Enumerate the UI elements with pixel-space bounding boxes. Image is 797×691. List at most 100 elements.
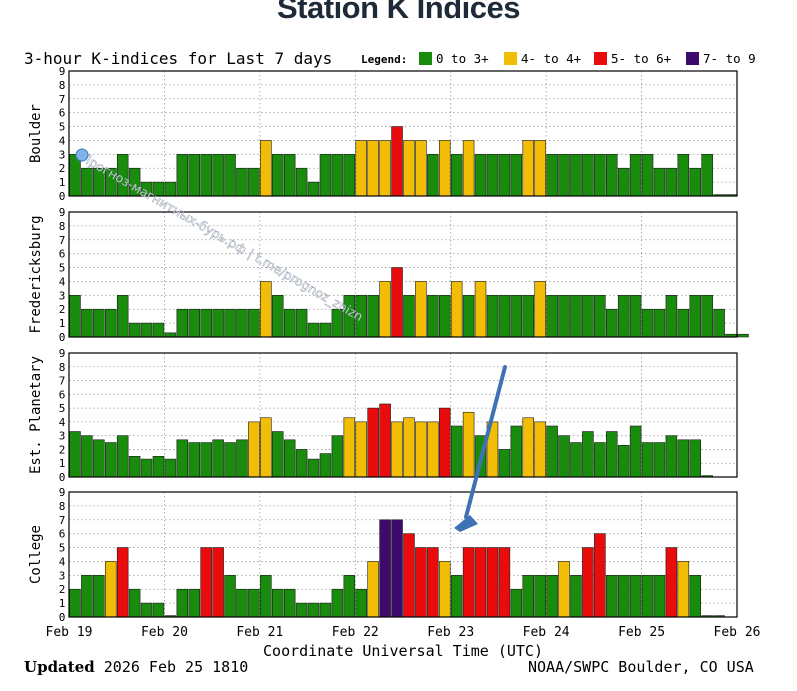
bar	[617, 167, 630, 197]
bar	[450, 154, 463, 197]
bar	[534, 421, 546, 478]
bar	[391, 421, 403, 478]
bar	[176, 308, 189, 338]
y-tick-label: 1	[59, 317, 66, 330]
bar	[283, 439, 296, 478]
bar	[498, 547, 511, 618]
bar	[69, 295, 81, 338]
bar	[486, 295, 499, 338]
page-title: Station K Indices	[277, 0, 520, 25]
y-tick-label: 4	[59, 134, 66, 147]
bar	[427, 547, 439, 618]
bar	[355, 421, 368, 478]
y-tick-label: 6	[59, 528, 66, 541]
bar	[450, 425, 463, 478]
bar	[331, 435, 344, 478]
y-tick-label: 5	[59, 542, 66, 555]
bar	[689, 575, 702, 618]
bar	[582, 431, 594, 478]
bar	[629, 575, 642, 618]
bar	[594, 295, 606, 338]
y-tick-label: 9	[59, 347, 66, 360]
bar	[164, 332, 177, 338]
updated-stamp: Updated 2026 Feb 25 1810	[24, 658, 248, 676]
bar	[81, 167, 93, 197]
y-tick-label: 0	[59, 190, 66, 203]
bar	[629, 154, 642, 197]
bar	[522, 295, 535, 338]
bar	[641, 575, 654, 618]
y-tick-label: 6	[59, 248, 66, 261]
bar	[116, 547, 129, 618]
bar	[176, 439, 189, 478]
bar	[331, 154, 344, 197]
y-tick-label: 2	[59, 443, 66, 456]
bar	[81, 308, 93, 338]
bar	[152, 322, 165, 338]
legend-label: Legend:	[361, 53, 407, 66]
bar	[81, 435, 93, 478]
bar	[295, 167, 308, 197]
bar	[605, 431, 618, 478]
bar	[427, 421, 439, 478]
y-tick-label: 7	[59, 514, 66, 527]
y-tick-label: 2	[59, 162, 66, 175]
bar	[200, 308, 212, 338]
bar	[283, 154, 296, 197]
legend-text-1: 4- to 4+	[521, 51, 581, 66]
bar	[546, 575, 558, 618]
bar	[140, 322, 153, 338]
panel-label-3: College	[28, 525, 44, 584]
bar	[391, 267, 403, 338]
y-tick-label: 5	[59, 402, 66, 415]
bar	[546, 425, 558, 478]
bar	[677, 561, 690, 618]
bar	[498, 449, 511, 478]
legend-swatch-3	[686, 52, 699, 65]
bar	[200, 547, 212, 618]
bar	[93, 575, 105, 618]
x-tick-label: Feb 22	[332, 625, 379, 640]
annotation-arrow-head	[454, 515, 478, 532]
bar	[200, 442, 212, 478]
bar	[415, 140, 427, 197]
bar	[594, 533, 606, 618]
panel-frame-2	[68, 352, 738, 478]
bar	[558, 295, 570, 338]
y-tick-label: 1	[59, 597, 66, 610]
bar	[152, 456, 165, 478]
y-tick-label: 7	[59, 93, 66, 106]
bar	[152, 602, 165, 618]
bar	[69, 588, 81, 618]
bar	[104, 308, 117, 338]
bar	[403, 140, 415, 197]
y-tick-label: 8	[59, 361, 66, 374]
bar	[689, 167, 702, 197]
bar	[355, 588, 368, 618]
panel-label-1: Fredericksburg	[28, 215, 44, 333]
y-tick-label: 1	[59, 176, 66, 189]
legend-text-0: 0 to 3+	[436, 51, 489, 66]
bar	[343, 575, 356, 618]
bar	[128, 322, 141, 338]
bar	[665, 547, 678, 618]
y-tick-label: 7	[59, 375, 66, 388]
bar	[224, 154, 236, 197]
updated-value: 2026 Feb 25 1810	[103, 658, 249, 676]
y-tick-label: 3	[59, 569, 66, 582]
panel-frame-0	[68, 70, 738, 197]
bar	[367, 295, 379, 338]
bar	[701, 154, 713, 197]
bar	[605, 154, 618, 197]
bar	[271, 154, 284, 197]
y-tick-label: 6	[59, 388, 66, 401]
y-tick-label: 2	[59, 303, 66, 316]
bar	[665, 295, 678, 338]
y-tick-label: 9	[59, 486, 66, 499]
bar	[701, 295, 713, 338]
bar	[629, 295, 642, 338]
bar	[534, 140, 546, 197]
bar	[212, 547, 224, 618]
bar	[379, 403, 391, 478]
y-tick-label: 6	[59, 107, 66, 120]
